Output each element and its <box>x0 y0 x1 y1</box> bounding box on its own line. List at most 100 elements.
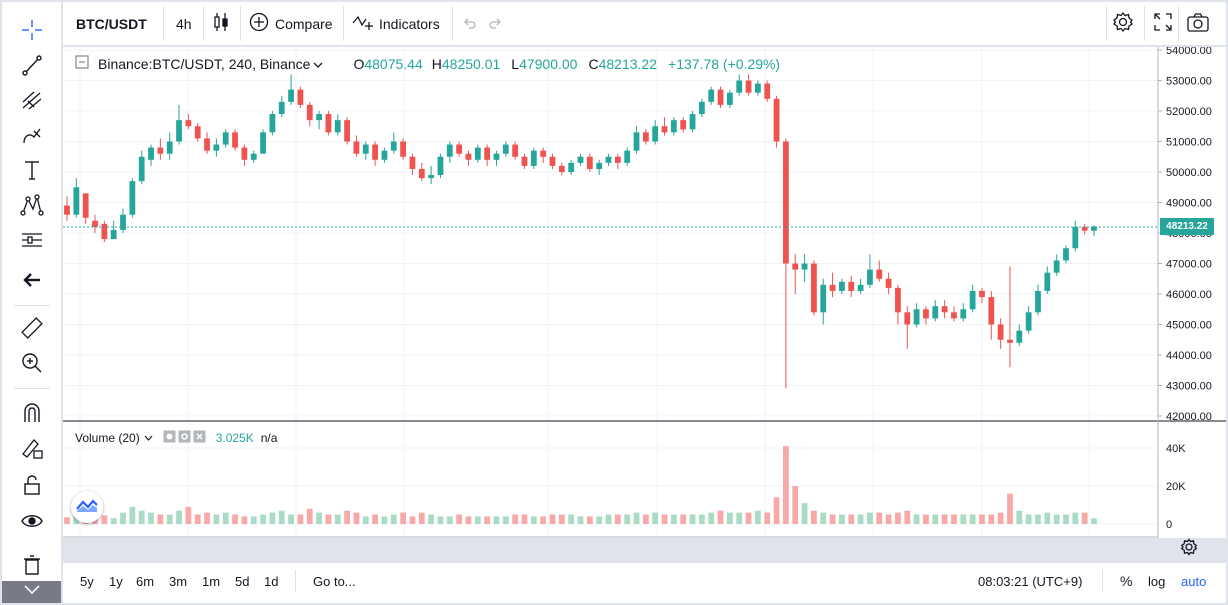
visibility-icon[interactable] <box>163 430 176 446</box>
lock-tool[interactable] <box>16 472 48 502</box>
back-tool[interactable] <box>16 267 48 297</box>
brush-tool[interactable] <box>16 122 48 152</box>
scale-settings-button[interactable] <box>1178 537 1200 560</box>
log-toggle[interactable]: log <box>1148 573 1166 589</box>
volume-bar <box>670 514 677 524</box>
indicators-label: Indicators <box>379 15 440 32</box>
pencil-lock-icon <box>20 436 44 465</box>
toolbar-divider <box>452 6 453 41</box>
candle-body <box>456 144 463 154</box>
settings-icon[interactable] <box>178 430 191 446</box>
toolbar-scroll-down[interactable] <box>2 581 61 603</box>
crosshair-tool[interactable] <box>16 17 48 47</box>
range-1m[interactable]: 1m <box>202 573 221 589</box>
price-tick-label: 45000.00 <box>1166 320 1212 332</box>
price-tick-label: 53000.00 <box>1166 76 1212 88</box>
trend-line-tool[interactable] <box>16 52 48 82</box>
candle-body <box>110 229 117 240</box>
range-1d[interactable]: 1d <box>264 573 279 589</box>
symbol-description[interactable]: Binance:BTC/USDT, 240, Binance <box>98 55 311 72</box>
volume-bar <box>344 510 350 524</box>
collapse-legend-icon[interactable] <box>75 55 89 72</box>
candle-body <box>754 83 761 93</box>
crosshair-icon <box>20 18 44 47</box>
volume-bar <box>680 514 687 524</box>
undo-button[interactable] <box>461 2 477 45</box>
volume-bar <box>1007 493 1013 524</box>
zoom-tool[interactable] <box>16 350 48 380</box>
bottom-toolbar: 5y 1y 6m 3m 1m 5d 1d Go to... 08:03:21 (… <box>63 563 1226 603</box>
goto-button[interactable]: Go to... <box>313 573 356 589</box>
candle-body <box>278 101 285 115</box>
candle-body <box>353 141 360 154</box>
candle-body <box>381 150 388 160</box>
candle-body <box>811 263 817 313</box>
candle-body <box>577 156 584 163</box>
toolbar-divider <box>1102 570 1103 592</box>
candle-body <box>82 193 89 218</box>
prediction-tool[interactable] <box>16 227 48 257</box>
range-1y[interactable]: 1y <box>109 573 123 589</box>
interval-selector[interactable]: 4h <box>176 15 192 32</box>
candle-body <box>689 114 696 130</box>
fib-tool[interactable] <box>16 87 48 117</box>
redo-button[interactable] <box>488 2 504 45</box>
pattern-tool[interactable] <box>16 192 48 222</box>
low-value: 47900.00 <box>519 55 578 72</box>
volume-bar <box>372 514 378 524</box>
candle-body <box>334 120 341 133</box>
symbol-search[interactable]: BTC/USDT <box>76 15 147 32</box>
lock-drawings-tool[interactable] <box>16 435 48 465</box>
candle-body <box>176 120 182 142</box>
chart-type-button[interactable] <box>212 2 230 45</box>
logo-badge[interactable] <box>71 491 103 523</box>
timezone-clock[interactable]: 08:03:21 (UTC+9) <box>978 573 1083 589</box>
hide-drawings-tool[interactable] <box>16 508 48 538</box>
volume-bar <box>1035 514 1041 524</box>
text-tool[interactable] <box>16 157 48 187</box>
chart-canvas[interactable]: 54000.00 53000.00 52000.00 51000.00 50000.00… <box>63 47 1226 538</box>
candle-body <box>213 144 220 151</box>
volume-bar <box>484 516 491 524</box>
toolbar-divider <box>14 305 50 306</box>
magnet-tool[interactable] <box>16 400 48 430</box>
measure-tool[interactable] <box>16 315 48 345</box>
compare-button[interactable]: Compare <box>249 2 333 45</box>
volume-bar <box>241 516 248 524</box>
candle-body <box>92 220 98 227</box>
volume-bar <box>717 510 724 524</box>
percent-toggle[interactable]: % <box>1120 573 1133 589</box>
volume-bar <box>493 516 500 524</box>
settings-button[interactable] <box>1112 2 1134 45</box>
chevron-down-icon[interactable] <box>144 431 153 445</box>
snapshot-button[interactable] <box>1186 2 1210 45</box>
volume-bar <box>316 512 322 524</box>
range-5y[interactable]: 5y <box>80 573 94 589</box>
candle-body <box>941 306 948 313</box>
volume-bar <box>708 512 715 524</box>
volume-bar <box>885 514 892 524</box>
candle-body <box>1091 226 1097 231</box>
range-6m[interactable]: 6m <box>136 573 155 589</box>
auto-toggle[interactable]: auto <box>1181 573 1207 589</box>
chevron-down-icon[interactable] <box>313 56 323 72</box>
volume-bars <box>64 446 1097 524</box>
price-tick-label: 49000.00 <box>1166 198 1212 210</box>
range-3m[interactable]: 3m <box>169 573 188 589</box>
range-5d[interactable]: 5d <box>235 573 250 589</box>
price-candles <box>64 74 1097 389</box>
fullscreen-button[interactable] <box>1152 2 1174 45</box>
volume-bar <box>754 510 761 524</box>
candle-body <box>120 214 126 230</box>
indicators-button[interactable]: Indicators <box>352 2 440 45</box>
volume-bar <box>792 486 799 524</box>
toolbar-divider <box>1144 6 1145 41</box>
volume-title[interactable]: Volume (20) <box>75 431 140 445</box>
volume-bar <box>428 514 435 524</box>
chart-pane[interactable]: 54000.00 53000.00 52000.00 51000.00 50000.00… <box>63 47 1226 538</box>
remove-drawings-tool[interactable] <box>16 552 48 582</box>
close-value: 48213.22 <box>598 55 658 72</box>
close-icon[interactable] <box>193 430 206 446</box>
volume-tick-label: 0 <box>1166 519 1172 531</box>
volume-bar <box>652 512 659 524</box>
